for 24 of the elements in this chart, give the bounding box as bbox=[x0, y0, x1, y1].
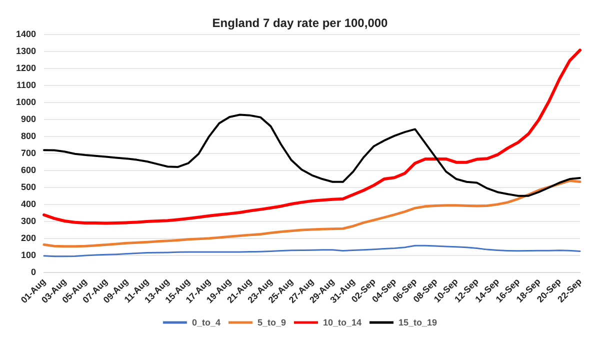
y-tick-label: 800 bbox=[20, 131, 36, 141]
y-tick-label: 500 bbox=[20, 182, 36, 192]
line-series bbox=[42, 179, 582, 248]
y-tick-label: 200 bbox=[20, 233, 36, 243]
y-tick-label: 400 bbox=[20, 199, 36, 209]
legend-label: 0_to_4 bbox=[192, 318, 220, 328]
y-tick-label: 1400 bbox=[16, 29, 36, 39]
legend-label: 15_to_19 bbox=[398, 318, 438, 328]
y-tick-label: 1200 bbox=[16, 63, 36, 73]
y-tick-label: 1000 bbox=[16, 97, 36, 107]
y-tick-label: 300 bbox=[20, 216, 36, 226]
y-tick-label: 1300 bbox=[16, 46, 36, 56]
y-tick-label: 100 bbox=[20, 250, 36, 260]
y-tick-label: 900 bbox=[20, 114, 36, 124]
line-series bbox=[43, 114, 581, 197]
legend-label: 10_to_14 bbox=[322, 318, 362, 328]
y-tick-label: 0 bbox=[30, 267, 36, 277]
chart-title: England 7 day rate per 100,000 bbox=[212, 16, 388, 30]
y-tick-label: 600 bbox=[20, 165, 36, 175]
legend-label: 5_to_9 bbox=[257, 318, 286, 328]
line-series bbox=[43, 244, 581, 258]
line-series bbox=[42, 48, 582, 225]
y-tick-label: 700 bbox=[20, 148, 36, 158]
y-tick-label: 1100 bbox=[16, 80, 36, 90]
